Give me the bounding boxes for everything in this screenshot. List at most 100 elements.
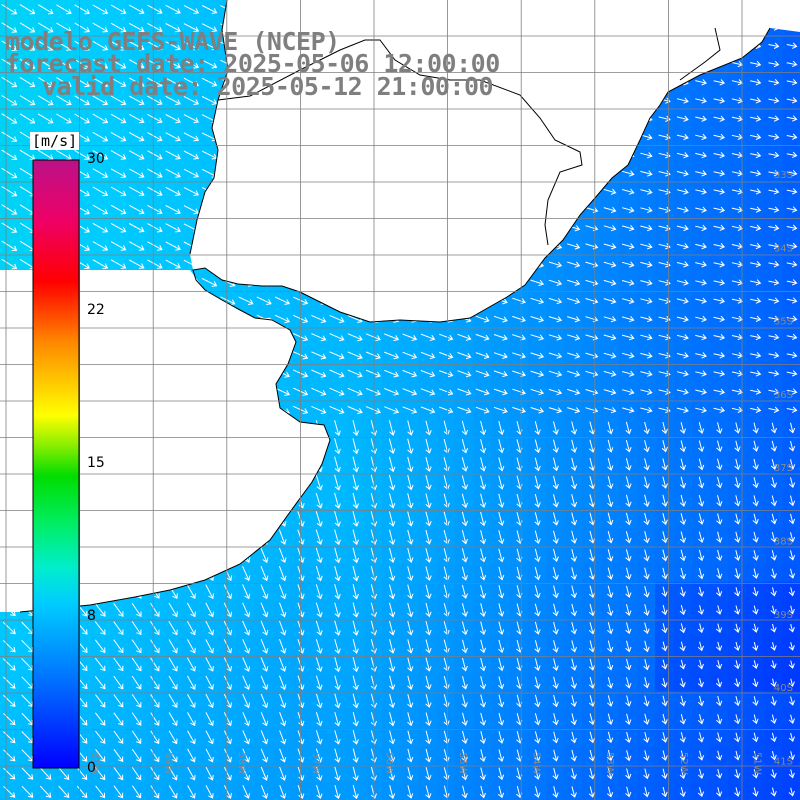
wind-arrow [131,621,142,636]
wind-arrow [750,242,762,250]
wind-arrow [713,133,726,141]
wind-arrow [588,749,596,762]
wind-arrow [786,115,798,122]
wind-arrow [110,22,127,33]
wind-arrow [643,768,650,780]
wind-arrow [493,352,508,359]
wind-arrow [640,243,653,250]
wind-arrow [661,421,668,435]
wind-arrow [770,495,777,507]
wind-arrow [786,406,798,413]
wind-arrow [567,407,581,414]
wind-arrow [352,620,359,636]
wind-arrow [552,694,559,708]
wind-arrow [201,59,218,69]
wind-arrow [534,749,541,762]
wind-arrow [661,531,668,544]
wind-arrow [588,731,596,744]
wind-arrow [95,712,106,726]
wind-arrow [750,97,762,104]
wind-arrow [713,370,726,377]
wind-arrow [260,675,269,691]
wind-arrow [534,676,541,690]
wind-arrow [713,297,726,304]
wind-arrow [788,714,795,724]
wind-arrow [552,640,559,653]
wind-arrow [479,676,487,690]
wind-arrow [752,458,759,471]
wind-arrow [1,22,18,33]
wind-arrow [147,41,163,51]
wind-arrow [770,550,777,561]
wind-arrow [734,641,741,652]
border-line-2 [679,27,721,81]
wind-arrow [552,421,559,435]
wind-arrow [384,406,400,414]
wind-arrow [389,566,396,582]
colorbar-bar [32,159,80,769]
wind-arrow [461,730,468,745]
wind-arrow [425,529,432,545]
wind-arrow [439,406,454,414]
wind-arrow [607,530,614,544]
wind-arrow [607,658,614,671]
wind-arrow [131,785,142,799]
wind-arrow [534,658,541,672]
wind-arrow [698,513,705,525]
wind-arrow [315,565,323,582]
wind-arrow [223,620,233,636]
wind-arrow [128,150,145,160]
wind-arrow [334,529,341,546]
wind-arrow [461,657,468,672]
wind-arrow [278,547,287,564]
wind-arrow [407,566,414,582]
wind-arrow [95,785,106,799]
wind-arrow [439,388,454,396]
wind-arrow [534,475,541,490]
wind-arrow [713,388,726,395]
wind-arrow [110,186,127,197]
wind-arrow [150,621,160,636]
wind-arrow [352,438,359,455]
wind-arrow [606,749,614,762]
wind-arrow [420,370,436,378]
wind-arrow [588,567,596,580]
wind-arrow [352,693,359,709]
wind-arrow [334,456,341,473]
wind-arrow [770,696,777,706]
wind-arrow [788,550,796,561]
wind-arrow [752,787,759,797]
wind-arrow [334,638,341,654]
wind-arrow [788,495,796,507]
wind-arrow [625,421,632,435]
wind-arrow [479,493,487,509]
wind-arrow [402,333,418,341]
wind-arrow [479,420,487,436]
wind-arrow [457,370,472,378]
wind-arrow [461,438,469,454]
wind-arrow [461,749,468,763]
wind-arrow [788,732,795,743]
wind-arrow [347,387,363,396]
wind-arrow [311,405,327,415]
wind-arrow [461,530,468,545]
wind-arrow [311,387,327,396]
latitude-label: 35S [774,317,793,328]
wind-arrow [588,786,595,798]
wind-arrow [187,766,196,781]
wind-arrow [716,476,723,489]
wind-arrow [768,261,780,268]
wind-arrow [621,261,635,268]
wind-arrow [183,114,200,124]
wind-arrow [588,512,596,526]
wind-arrow [384,388,400,396]
wind-arrow [92,22,109,33]
wind-arrow [365,406,381,414]
wind-arrow [625,604,632,617]
wind-arrow [734,787,741,797]
wind-arrow [425,548,432,563]
wind-arrow [643,567,650,580]
wind-arrow [407,620,414,636]
wind-arrow [352,766,359,781]
